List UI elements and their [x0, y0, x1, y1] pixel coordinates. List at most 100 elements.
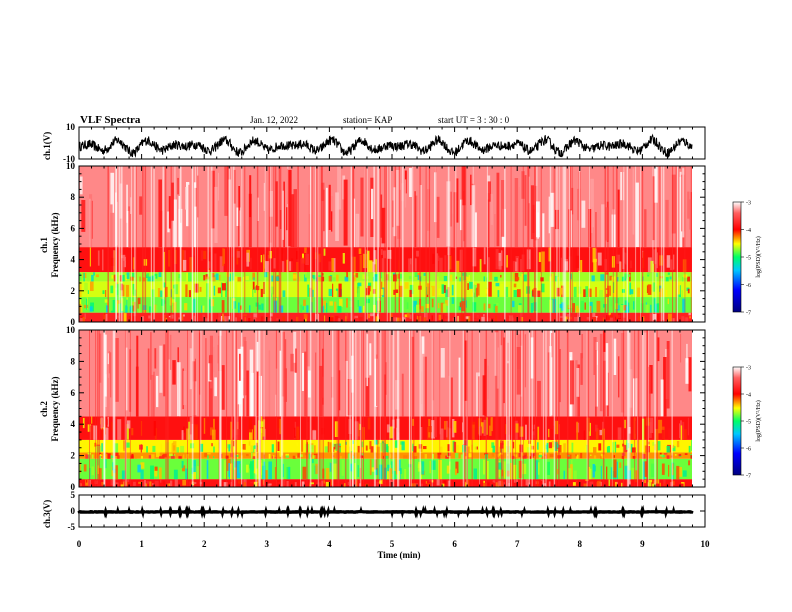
- ch1-spectrogram-panel: 0 2 4 6 8 10: [66, 161, 706, 327]
- spectrogram-streak: [98, 330, 100, 487]
- spectrogram-texture: [333, 463, 337, 480]
- spectrogram-texture: [148, 455, 152, 459]
- spectrogram-texture: [357, 300, 359, 307]
- spectrogram-streak: [587, 330, 590, 487]
- spectrogram-streak: [455, 166, 457, 322]
- spectrogram-texture: [363, 305, 365, 313]
- spectrogram-texture: [194, 283, 199, 293]
- y-tick-label: 10: [66, 325, 76, 335]
- spectrogram-texture: [388, 468, 393, 480]
- spectrogram-texture: [515, 423, 519, 433]
- spectrogram-texture: [380, 272, 382, 279]
- spectrogram-texture: [331, 479, 333, 486]
- spectrogram-texture: [83, 464, 87, 472]
- spectrogram-streak: [385, 166, 388, 322]
- x-tick-label: 9: [640, 539, 645, 549]
- spectrogram-texture: [401, 441, 405, 451]
- spectrogram-texture: [414, 258, 417, 272]
- spectrogram-texture: [125, 284, 130, 297]
- spectrogram-texture: [156, 375, 159, 408]
- spectrogram-texture: [207, 261, 211, 269]
- spectrogram-texture: [366, 334, 369, 387]
- y-tick-label: 6: [71, 223, 76, 233]
- spectrogram-texture: [386, 468, 390, 480]
- spectrogram-texture: [175, 483, 177, 487]
- spectrogram-streak: [626, 330, 629, 487]
- spectrogram-streak: [398, 166, 400, 322]
- spectrogram-texture: [132, 301, 134, 306]
- spectrogram-texture: [681, 316, 685, 322]
- spectrogram-texture: [576, 480, 578, 487]
- spectrogram-texture: [668, 464, 670, 477]
- spectrogram-texture: [201, 305, 203, 313]
- spectrogram-texture: [588, 209, 592, 248]
- spectrogram-streak: [536, 166, 538, 322]
- y-tick-label: -10: [63, 154, 75, 164]
- spectrogram-texture: [368, 282, 372, 287]
- spectrogram-texture: [431, 315, 433, 321]
- spectrogram-texture: [680, 425, 683, 440]
- spectrogram-texture: [264, 272, 268, 278]
- spectrogram-texture: [204, 452, 208, 457]
- spectrogram-texture: [409, 314, 412, 319]
- spectrogram-texture: [152, 445, 156, 452]
- spectrogram-texture: [93, 272, 95, 276]
- spectrogram-texture: [252, 456, 256, 459]
- spectrogram-streak: [320, 330, 322, 487]
- spectrogram-texture: [576, 421, 579, 440]
- spectrogram-texture: [249, 305, 251, 313]
- spectrogram-texture: [103, 313, 105, 322]
- spectrogram-texture: [666, 455, 670, 459]
- spectrogram-texture: [601, 204, 605, 248]
- spectrogram-texture: [206, 283, 209, 297]
- spectrogram-texture: [90, 281, 94, 291]
- spectrogram-streak: [522, 166, 524, 322]
- spectrogram-texture: [525, 456, 528, 459]
- spectrogram-texture: [274, 467, 277, 480]
- spectrogram-texture: [484, 358, 487, 417]
- spectrogram-texture: [295, 348, 297, 373]
- spectrogram-texture: [80, 316, 83, 319]
- spectrogram-streak: [628, 330, 631, 487]
- spectrogram-streak: [306, 330, 308, 487]
- spectrogram-texture: [209, 299, 211, 313]
- spectrogram-streak: [231, 166, 232, 322]
- spectrogram-texture: [325, 187, 328, 248]
- spectrogram-texture: [211, 170, 215, 229]
- spectrogram-texture: [570, 464, 573, 480]
- spectrogram-streak: [231, 330, 233, 487]
- spectrogram-texture: [380, 249, 383, 255]
- spectrogram-streak: [521, 330, 523, 487]
- spectrogram-streak: [355, 330, 357, 487]
- spectrogram-texture: [497, 290, 500, 298]
- spectrogram-texture: [127, 420, 131, 429]
- spectrogram-texture: [600, 274, 605, 281]
- spectrogram-streak: [174, 166, 176, 322]
- spectrogram-texture: [689, 199, 692, 230]
- spectrogram-texture: [617, 189, 620, 248]
- spectrogram-texture: [588, 288, 592, 297]
- spectrogram-texture: [465, 316, 469, 319]
- spectrogram-texture: [336, 274, 339, 282]
- spectrogram-texture: [282, 463, 284, 478]
- spectrogram-texture: [521, 317, 524, 322]
- x-tick-label: 2: [202, 539, 207, 549]
- spectrogram-texture: [406, 313, 410, 318]
- spectrogram-streak: [131, 166, 132, 322]
- spectrogram-texture: [324, 446, 328, 453]
- spectrogram-texture: [137, 464, 141, 473]
- spectrogram-texture: [459, 249, 463, 272]
- spectrogram-texture: [223, 482, 228, 487]
- spectrogram-texture: [191, 255, 196, 273]
- x-tick-label: 8: [578, 539, 583, 549]
- spectrogram-texture: [296, 442, 298, 446]
- spectrogram-texture: [472, 442, 477, 451]
- spectrogram-texture: [414, 314, 416, 322]
- spectrogram-texture: [449, 274, 453, 282]
- spectrogram-streak: [235, 330, 237, 487]
- spectrogram-texture: [386, 424, 390, 433]
- spectrogram-texture: [404, 469, 407, 480]
- spectrogram-texture: [428, 426, 432, 433]
- spectrogram-texture: [602, 317, 604, 322]
- spectrogram-texture: [591, 207, 593, 233]
